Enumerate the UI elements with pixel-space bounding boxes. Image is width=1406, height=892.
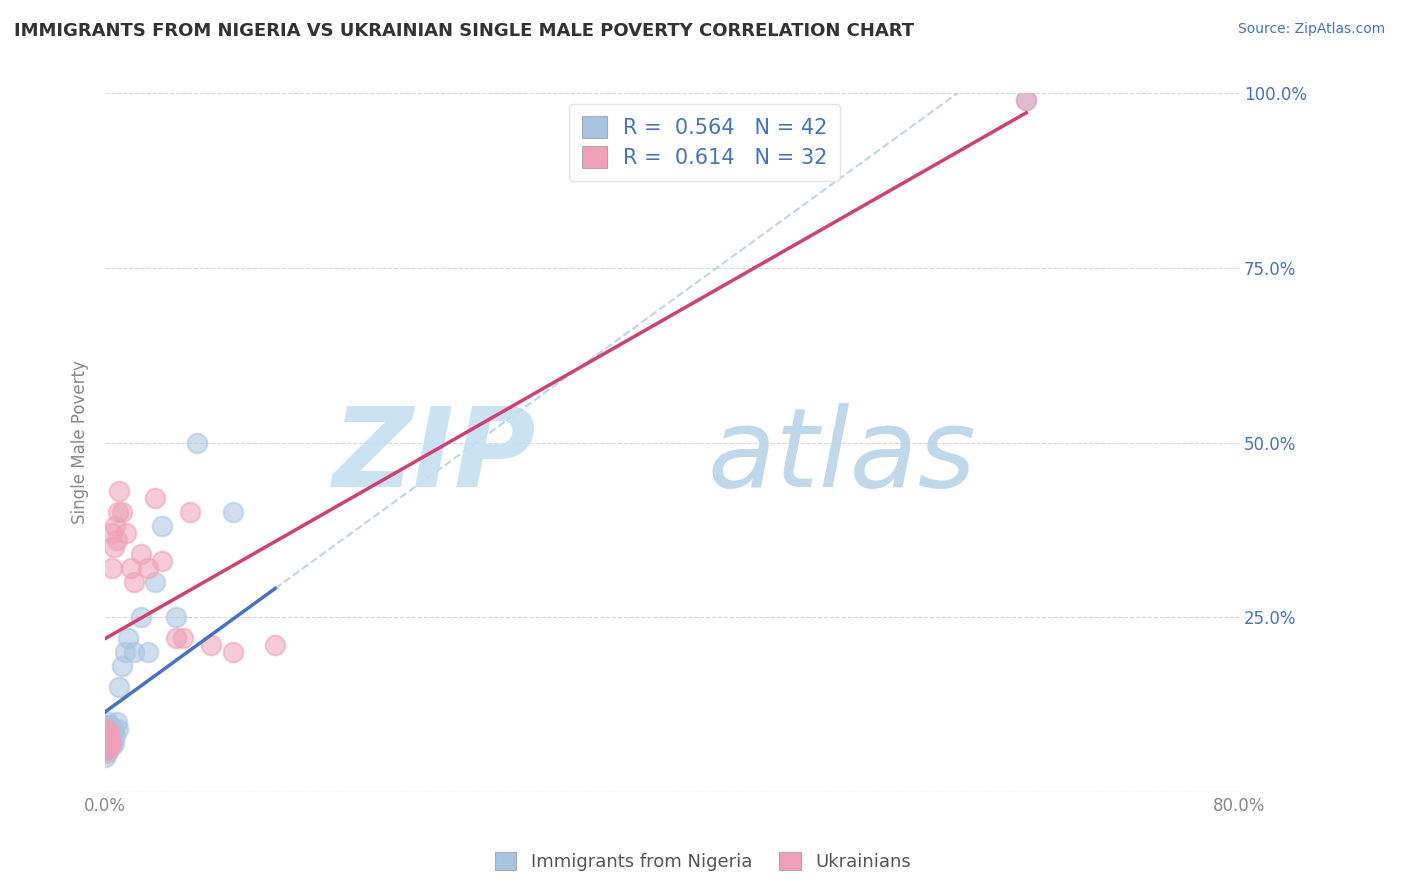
Text: atlas: atlas xyxy=(707,403,976,510)
Point xyxy=(107,505,129,519)
Legend: Immigrants from Nigeria, Ukrainians: Immigrants from Nigeria, Ukrainians xyxy=(488,845,918,879)
Text: Source: ZipAtlas.com: Source: ZipAtlas.com xyxy=(1237,22,1385,37)
Point xyxy=(101,725,124,739)
Point xyxy=(97,722,120,736)
Point xyxy=(165,631,187,645)
Point xyxy=(122,645,145,659)
Text: ZIP: ZIP xyxy=(332,403,536,510)
Point xyxy=(97,714,120,729)
Point xyxy=(264,638,287,652)
Point xyxy=(98,718,121,732)
Point xyxy=(111,659,134,673)
Legend: R =  0.564   N = 42, R =  0.614   N = 32: R = 0.564 N = 42, R = 0.614 N = 32 xyxy=(569,103,841,180)
Point xyxy=(143,491,166,506)
Point xyxy=(94,736,117,750)
Point xyxy=(98,739,121,754)
Point xyxy=(101,526,124,541)
Point xyxy=(97,729,120,743)
Point xyxy=(111,505,134,519)
Point xyxy=(104,519,127,533)
Point xyxy=(100,729,122,743)
Point xyxy=(172,631,194,645)
Point xyxy=(143,575,166,590)
Point xyxy=(108,484,131,499)
Point xyxy=(150,519,173,533)
Point xyxy=(165,610,187,624)
Point xyxy=(96,718,118,732)
Point xyxy=(122,575,145,590)
Point xyxy=(108,680,131,694)
Point xyxy=(98,739,121,754)
Point xyxy=(103,736,125,750)
Point xyxy=(179,505,201,519)
Point xyxy=(105,714,128,729)
Point xyxy=(100,722,122,736)
Point xyxy=(97,729,120,743)
Point xyxy=(104,729,127,743)
Point xyxy=(100,736,122,750)
Point xyxy=(136,645,159,659)
Point xyxy=(97,743,120,757)
Point xyxy=(1015,93,1038,107)
Point xyxy=(222,645,245,659)
Point xyxy=(98,732,121,747)
Point xyxy=(107,722,129,736)
Point xyxy=(103,722,125,736)
Point xyxy=(94,749,117,764)
Point xyxy=(115,526,138,541)
Point xyxy=(96,725,118,739)
Point xyxy=(101,561,124,575)
Point xyxy=(150,554,173,568)
Point xyxy=(94,729,117,743)
Point xyxy=(94,732,117,747)
Point xyxy=(98,725,121,739)
Point xyxy=(96,732,118,747)
Point xyxy=(94,722,117,736)
Point xyxy=(120,561,142,575)
Point xyxy=(97,736,120,750)
Point xyxy=(105,533,128,548)
Point xyxy=(97,743,120,757)
Point xyxy=(103,541,125,555)
Point xyxy=(200,638,222,652)
Point xyxy=(94,743,117,757)
Text: IMMIGRANTS FROM NIGERIA VS UKRAINIAN SINGLE MALE POVERTY CORRELATION CHART: IMMIGRANTS FROM NIGERIA VS UKRAINIAN SIN… xyxy=(14,22,914,40)
Point xyxy=(94,722,117,736)
Point xyxy=(1015,93,1038,107)
Point xyxy=(94,743,117,757)
Point xyxy=(136,561,159,575)
Point xyxy=(101,739,124,754)
Point xyxy=(129,547,152,561)
Point xyxy=(117,631,139,645)
Point xyxy=(96,746,118,760)
Point xyxy=(100,736,122,750)
Point xyxy=(98,725,121,739)
Point xyxy=(96,725,118,739)
Point xyxy=(96,739,118,754)
Point xyxy=(114,645,136,659)
Point xyxy=(186,435,208,450)
Point xyxy=(129,610,152,624)
Point xyxy=(222,505,245,519)
Point xyxy=(96,739,118,754)
Y-axis label: Single Male Poverty: Single Male Poverty xyxy=(72,360,89,524)
